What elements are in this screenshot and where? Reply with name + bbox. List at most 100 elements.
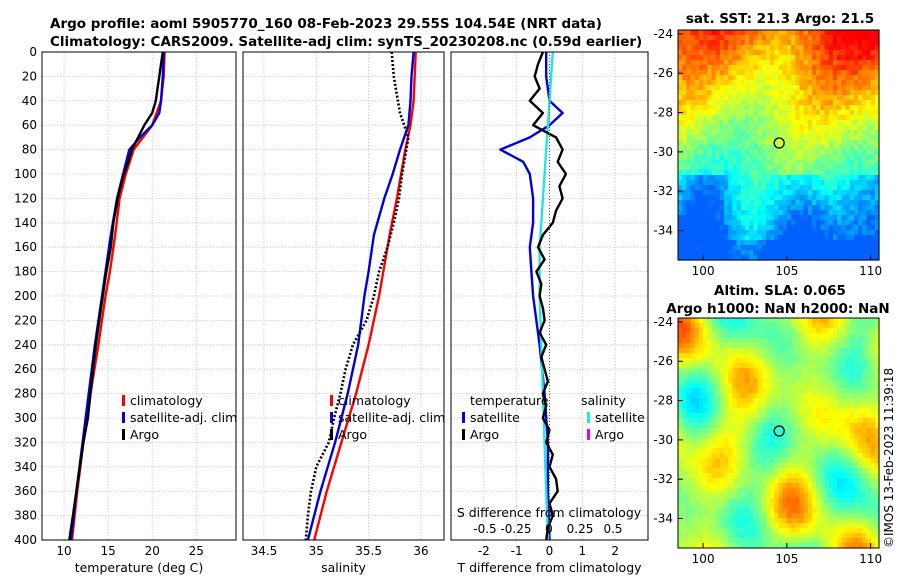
map-cell — [736, 125, 742, 131]
map-cell — [745, 80, 750, 86]
map-cell — [686, 165, 692, 171]
legend-swatch — [462, 412, 465, 423]
map-cell — [812, 115, 817, 121]
map-cell — [782, 383, 788, 389]
map-cell — [786, 170, 792, 176]
map-cell — [703, 65, 708, 71]
map-cell — [740, 483, 746, 489]
map-cell — [795, 205, 801, 211]
map-cell — [841, 463, 847, 469]
map-cell — [778, 493, 784, 499]
map-y-tick-label: -26 — [653, 66, 673, 80]
map-cell — [686, 323, 692, 329]
map-cell — [753, 120, 759, 126]
map-cell — [757, 378, 763, 384]
map-cell — [807, 453, 813, 459]
map-cell — [837, 318, 842, 324]
map-cell — [757, 388, 763, 394]
map-cell — [845, 523, 851, 529]
map-cell — [711, 438, 717, 444]
s-tick-label: 0.25 — [567, 522, 594, 536]
map-cell — [736, 35, 742, 41]
map-cell — [711, 413, 717, 419]
map-cell — [828, 473, 834, 479]
map-cell — [820, 30, 826, 36]
map-cell — [732, 140, 738, 146]
map-cell — [774, 343, 780, 349]
map-cell — [740, 75, 746, 81]
map-cell — [845, 95, 851, 101]
map-cell — [682, 255, 687, 261]
map-cell — [707, 508, 713, 514]
map-cell — [728, 115, 734, 121]
map-cell — [782, 30, 788, 36]
map-cell — [707, 95, 713, 101]
map-cell — [791, 235, 796, 241]
map-cell — [849, 105, 855, 111]
map-cell — [740, 95, 746, 101]
map-cell — [828, 393, 834, 399]
map-cell — [824, 538, 830, 544]
map-cell — [694, 463, 700, 469]
map-cell — [682, 383, 687, 389]
map-cell — [690, 85, 696, 91]
map-cell — [845, 85, 851, 91]
map-cell — [786, 393, 792, 399]
map-cell — [782, 448, 788, 454]
map-cell — [736, 438, 742, 444]
map-cell — [715, 145, 721, 151]
map-cell — [749, 30, 754, 36]
map-cell — [761, 458, 767, 464]
map-cell — [791, 353, 796, 359]
map-cell — [707, 533, 713, 539]
map-cell — [740, 503, 746, 509]
map-cell — [724, 215, 729, 221]
map-cell — [749, 85, 754, 91]
map-cell — [719, 358, 725, 364]
map-cell — [837, 333, 842, 339]
map-cell — [703, 523, 708, 529]
map-cell — [820, 498, 826, 504]
map-cell — [824, 543, 830, 549]
map-cell — [728, 543, 734, 549]
map-cell — [866, 528, 872, 534]
map-cell — [812, 95, 817, 101]
map-cell — [732, 398, 738, 404]
map-cell — [745, 428, 750, 434]
map-cell — [845, 518, 851, 524]
map-cell — [837, 388, 842, 394]
map-cell — [803, 130, 809, 136]
map-cell — [845, 50, 851, 56]
map-cell — [870, 35, 876, 41]
map-cell — [853, 363, 859, 369]
map-cell — [707, 373, 713, 379]
map-cell — [728, 205, 734, 211]
map-cell — [828, 125, 834, 131]
map-cell — [732, 468, 738, 474]
map-cell — [732, 70, 738, 76]
map-cell — [715, 438, 721, 444]
map-cell — [711, 160, 717, 166]
map-cell — [870, 70, 876, 76]
map-cell — [753, 403, 759, 409]
map-cell — [845, 373, 851, 379]
map-cell — [799, 513, 805, 519]
map-cell — [770, 125, 775, 131]
map-cell — [707, 65, 713, 71]
map-cell — [745, 543, 750, 549]
map-cell — [707, 30, 713, 36]
map-cell — [745, 528, 750, 534]
map-cell — [807, 498, 813, 504]
map-cell — [757, 190, 763, 196]
map-cell — [745, 90, 750, 96]
map-cell — [770, 343, 775, 349]
map-cell — [690, 55, 696, 61]
map-cell — [678, 150, 683, 156]
map-cell — [753, 195, 759, 201]
map-cell — [824, 120, 830, 126]
map-cell — [778, 513, 784, 519]
map-cell — [711, 245, 717, 251]
map-cell — [807, 60, 813, 66]
map-cell — [761, 443, 767, 449]
map-cell — [874, 503, 880, 509]
